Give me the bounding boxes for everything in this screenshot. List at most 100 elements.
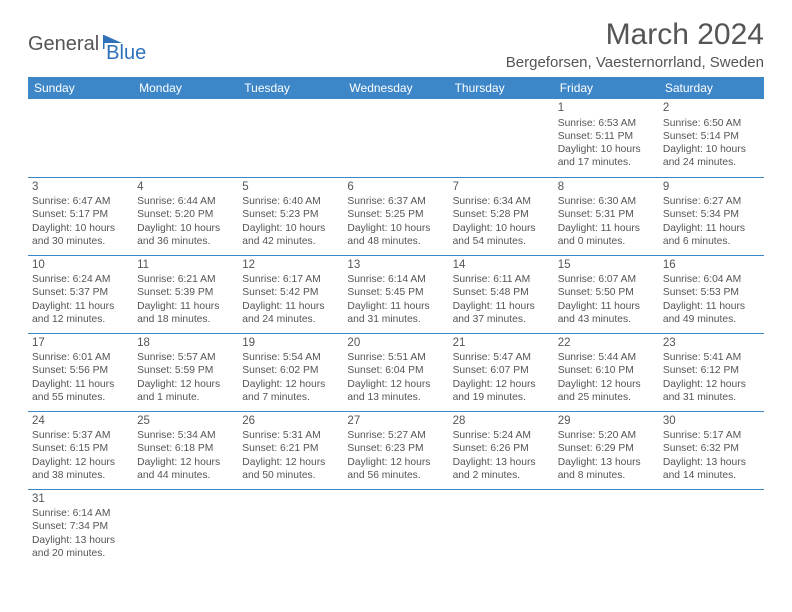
sunset-text: Sunset: 6:04 PM bbox=[347, 364, 444, 377]
sunrise-text: Sunrise: 6:53 AM bbox=[558, 117, 655, 130]
calendar-cell: 16Sunrise: 6:04 AMSunset: 5:53 PMDayligh… bbox=[659, 255, 764, 333]
header: General Blue March 2024 Bergeforsen, Vae… bbox=[28, 18, 764, 71]
sunset-text: Sunset: 6:21 PM bbox=[242, 442, 339, 455]
calendar-cell bbox=[449, 99, 554, 177]
sunrise-text: Sunrise: 5:20 AM bbox=[558, 429, 655, 442]
daylight-text: Daylight: 10 hours and 36 minutes. bbox=[137, 222, 234, 248]
daylight-text: Daylight: 11 hours and 18 minutes. bbox=[137, 300, 234, 326]
sunset-text: Sunset: 6:15 PM bbox=[32, 442, 129, 455]
day-number: 2 bbox=[663, 101, 760, 116]
day-number: 15 bbox=[558, 258, 655, 273]
daylight-text: Daylight: 10 hours and 42 minutes. bbox=[242, 222, 339, 248]
logo: General Blue bbox=[28, 24, 146, 65]
calendar-cell: 28Sunrise: 5:24 AMSunset: 6:26 PMDayligh… bbox=[449, 411, 554, 489]
calendar-cell: 27Sunrise: 5:27 AMSunset: 6:23 PMDayligh… bbox=[343, 411, 448, 489]
daylight-text: Daylight: 12 hours and 25 minutes. bbox=[558, 378, 655, 404]
daylight-text: Daylight: 10 hours and 30 minutes. bbox=[32, 222, 129, 248]
weekday-header: Wednesday bbox=[343, 77, 448, 99]
sunset-text: Sunset: 5:59 PM bbox=[137, 364, 234, 377]
calendar-cell bbox=[238, 489, 343, 567]
calendar-cell: 5Sunrise: 6:40 AMSunset: 5:23 PMDaylight… bbox=[238, 177, 343, 255]
calendar-cell: 7Sunrise: 6:34 AMSunset: 5:28 PMDaylight… bbox=[449, 177, 554, 255]
sunset-text: Sunset: 5:25 PM bbox=[347, 208, 444, 221]
calendar-cell bbox=[133, 99, 238, 177]
sunrise-text: Sunrise: 5:57 AM bbox=[137, 351, 234, 364]
calendar-cell: 18Sunrise: 5:57 AMSunset: 5:59 PMDayligh… bbox=[133, 333, 238, 411]
sunset-text: Sunset: 6:29 PM bbox=[558, 442, 655, 455]
daylight-text: Daylight: 12 hours and 1 minute. bbox=[137, 378, 234, 404]
day-number: 27 bbox=[347, 414, 444, 429]
sunset-text: Sunset: 6:26 PM bbox=[453, 442, 550, 455]
calendar-cell: 29Sunrise: 5:20 AMSunset: 6:29 PMDayligh… bbox=[554, 411, 659, 489]
calendar-cell: 19Sunrise: 5:54 AMSunset: 6:02 PMDayligh… bbox=[238, 333, 343, 411]
sunset-text: Sunset: 6:18 PM bbox=[137, 442, 234, 455]
daylight-text: Daylight: 11 hours and 49 minutes. bbox=[663, 300, 760, 326]
sunrise-text: Sunrise: 6:17 AM bbox=[242, 273, 339, 286]
sunrise-text: Sunrise: 6:01 AM bbox=[32, 351, 129, 364]
day-number: 6 bbox=[347, 180, 444, 195]
location: Bergeforsen, Vaesternorrland, Sweden bbox=[506, 54, 764, 71]
sunrise-text: Sunrise: 5:34 AM bbox=[137, 429, 234, 442]
sunrise-text: Sunrise: 5:44 AM bbox=[558, 351, 655, 364]
calendar-cell bbox=[133, 489, 238, 567]
daylight-text: Daylight: 12 hours and 13 minutes. bbox=[347, 378, 444, 404]
sunrise-text: Sunrise: 6:37 AM bbox=[347, 195, 444, 208]
day-number: 13 bbox=[347, 258, 444, 273]
calendar-cell: 31Sunrise: 6:14 AMSunset: 7:34 PMDayligh… bbox=[28, 489, 133, 567]
day-number: 31 bbox=[32, 492, 129, 507]
calendar-cell: 9Sunrise: 6:27 AMSunset: 5:34 PMDaylight… bbox=[659, 177, 764, 255]
day-number: 5 bbox=[242, 180, 339, 195]
sunrise-text: Sunrise: 6:27 AM bbox=[663, 195, 760, 208]
sunset-text: Sunset: 6:32 PM bbox=[663, 442, 760, 455]
sunset-text: Sunset: 5:48 PM bbox=[453, 286, 550, 299]
sunset-text: Sunset: 6:23 PM bbox=[347, 442, 444, 455]
calendar-cell: 2Sunrise: 6:50 AMSunset: 5:14 PMDaylight… bbox=[659, 99, 764, 177]
daylight-text: Daylight: 11 hours and 12 minutes. bbox=[32, 300, 129, 326]
day-number: 12 bbox=[242, 258, 339, 273]
day-number: 21 bbox=[453, 336, 550, 351]
calendar-cell: 4Sunrise: 6:44 AMSunset: 5:20 PMDaylight… bbox=[133, 177, 238, 255]
daylight-text: Daylight: 11 hours and 24 minutes. bbox=[242, 300, 339, 326]
sunset-text: Sunset: 6:12 PM bbox=[663, 364, 760, 377]
calendar-cell: 14Sunrise: 6:11 AMSunset: 5:48 PMDayligh… bbox=[449, 255, 554, 333]
calendar-cell: 13Sunrise: 6:14 AMSunset: 5:45 PMDayligh… bbox=[343, 255, 448, 333]
sunset-text: Sunset: 5:31 PM bbox=[558, 208, 655, 221]
calendar-cell: 22Sunrise: 5:44 AMSunset: 6:10 PMDayligh… bbox=[554, 333, 659, 411]
sunrise-text: Sunrise: 5:41 AM bbox=[663, 351, 760, 364]
sunrise-text: Sunrise: 6:34 AM bbox=[453, 195, 550, 208]
sunrise-text: Sunrise: 6:04 AM bbox=[663, 273, 760, 286]
logo-text-2: Blue bbox=[106, 42, 146, 65]
calendar-cell: 1Sunrise: 6:53 AMSunset: 5:11 PMDaylight… bbox=[554, 99, 659, 177]
calendar-cell bbox=[28, 99, 133, 177]
daylight-text: Daylight: 12 hours and 44 minutes. bbox=[137, 456, 234, 482]
daylight-text: Daylight: 10 hours and 17 minutes. bbox=[558, 143, 655, 169]
sunrise-text: Sunrise: 6:47 AM bbox=[32, 195, 129, 208]
day-number: 14 bbox=[453, 258, 550, 273]
daylight-text: Daylight: 13 hours and 8 minutes. bbox=[558, 456, 655, 482]
calendar-cell bbox=[449, 489, 554, 567]
sunrise-text: Sunrise: 6:21 AM bbox=[137, 273, 234, 286]
sunrise-text: Sunrise: 6:14 AM bbox=[347, 273, 444, 286]
day-number: 10 bbox=[32, 258, 129, 273]
calendar-row: 10Sunrise: 6:24 AMSunset: 5:37 PMDayligh… bbox=[28, 255, 764, 333]
day-number: 9 bbox=[663, 180, 760, 195]
weekday-header: Sunday bbox=[28, 77, 133, 99]
daylight-text: Daylight: 12 hours and 50 minutes. bbox=[242, 456, 339, 482]
calendar-cell: 25Sunrise: 5:34 AMSunset: 6:18 PMDayligh… bbox=[133, 411, 238, 489]
daylight-text: Daylight: 10 hours and 24 minutes. bbox=[663, 143, 760, 169]
daylight-text: Daylight: 11 hours and 31 minutes. bbox=[347, 300, 444, 326]
sunset-text: Sunset: 5:11 PM bbox=[558, 130, 655, 143]
sunrise-text: Sunrise: 5:24 AM bbox=[453, 429, 550, 442]
daylight-text: Daylight: 10 hours and 48 minutes. bbox=[347, 222, 444, 248]
day-number: 18 bbox=[137, 336, 234, 351]
sunrise-text: Sunrise: 6:50 AM bbox=[663, 117, 760, 130]
calendar-cell: 8Sunrise: 6:30 AMSunset: 5:31 PMDaylight… bbox=[554, 177, 659, 255]
day-number: 8 bbox=[558, 180, 655, 195]
sunrise-text: Sunrise: 6:11 AM bbox=[453, 273, 550, 286]
weekday-header: Friday bbox=[554, 77, 659, 99]
day-number: 28 bbox=[453, 414, 550, 429]
day-number: 25 bbox=[137, 414, 234, 429]
calendar-cell bbox=[343, 489, 448, 567]
calendar-row: 17Sunrise: 6:01 AMSunset: 5:56 PMDayligh… bbox=[28, 333, 764, 411]
calendar-cell bbox=[554, 489, 659, 567]
